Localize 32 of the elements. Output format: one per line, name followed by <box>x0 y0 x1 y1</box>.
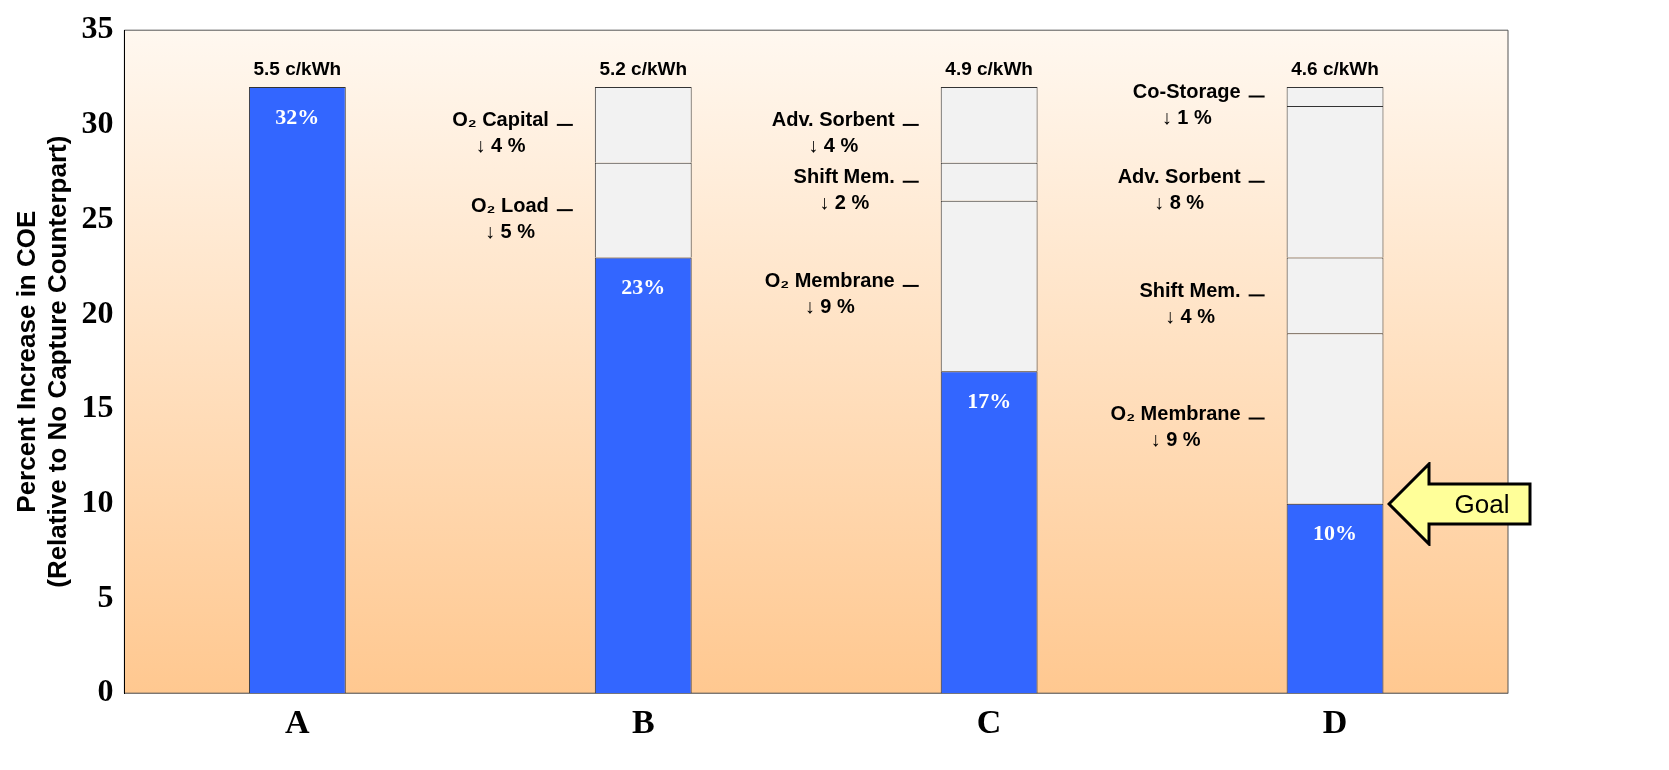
y-axis-title: Percent Increase in COE (Relative to No Capture Counterpart) <box>10 135 72 588</box>
y-tick-label: 0 <box>97 672 114 709</box>
x-tick-label: B <box>631 703 655 741</box>
annotation: O₂ Membrane ↓ 9 % <box>764 269 895 318</box>
y-tick-label: 20 <box>81 293 114 330</box>
x-tick-label: D <box>1322 703 1348 741</box>
data-label: 23% <box>621 274 666 300</box>
annotation: O₂ Capital ↓ 4 % <box>452 108 549 157</box>
data-label: 10% <box>1313 520 1358 546</box>
annotation: O₂ Membrane ↓ 9 % <box>1110 402 1241 451</box>
data-label: 32% <box>275 103 320 129</box>
annotation: Shift Mem. ↓ 4 % <box>1139 278 1241 327</box>
annotation: Shift Mem. ↓ 2 % <box>793 165 895 214</box>
x-tick-label: A <box>285 703 311 741</box>
annotation: 4.9 c/kWh <box>945 57 1033 79</box>
y-tick-label: 25 <box>81 198 114 235</box>
y-tick-label: 35 <box>81 9 114 46</box>
arrow-icon: Goal <box>1387 461 1533 546</box>
data-label: 17% <box>967 387 1012 413</box>
annotation: Co-Storage ↓ 1 % <box>1132 80 1241 129</box>
y-tick-label: 5 <box>97 577 114 614</box>
annotation: Adv. Sorbent ↓ 8 % <box>1117 165 1241 214</box>
annotation: O₂ Load ↓ 5 % <box>471 193 549 242</box>
annotation: 5.5 c/kWh <box>253 57 342 79</box>
annotation: 4.6 c/kWh <box>1291 57 1379 79</box>
annotation: Adv. Sorbent ↓ 4 % <box>771 108 896 157</box>
y-tick-label: 15 <box>81 388 114 425</box>
annotation: 5.2 c/kWh <box>599 57 688 79</box>
annotation: Goal <box>1455 488 1510 519</box>
y-tick-label: 10 <box>81 483 114 520</box>
y-tick-label: 30 <box>81 104 114 141</box>
x-tick-label: C <box>976 703 1002 741</box>
